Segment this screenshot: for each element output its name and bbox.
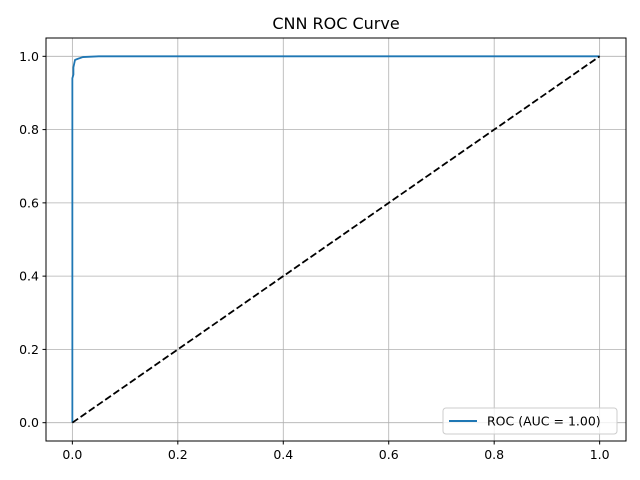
y-tick-label-0: 0.0: [19, 415, 39, 430]
x-tick-label-0: 0.0: [62, 447, 82, 462]
x-tick-label-2: 0.4: [273, 447, 293, 462]
y-tick-label-4: 0.8: [19, 122, 39, 137]
axis-ticks: 0.0 0.2 0.4 0.6 0.8 1.0 0.0 0.2 0.4 0.6 0.8 1.0: [19, 49, 610, 462]
y-tick-label-3: 0.6: [19, 195, 39, 210]
legend: ROC (AUC = 1.00): [442, 407, 618, 435]
y-tick-label-1: 0.2: [19, 342, 39, 357]
legend-label-roc: ROC (AUC = 1.00): [487, 414, 601, 429]
baseline-diagonal-line: [71, 55, 601, 424]
y-tick-label-5: 1.0: [19, 49, 39, 64]
y-tick-label-2: 0.4: [19, 269, 39, 284]
axes-frame: [45, 37, 627, 442]
chart-title: CNN ROC Curve: [272, 14, 399, 33]
x-tick-label-1: 0.2: [168, 447, 188, 462]
roc-curve-line: [71, 55, 600, 423]
x-tick-label-5: 1.0: [590, 447, 610, 462]
plot-area: [71, 55, 601, 424]
x-tick-label-4: 0.8: [484, 447, 504, 462]
x-tick-label-3: 0.6: [379, 447, 399, 462]
legend-box: [442, 407, 618, 435]
